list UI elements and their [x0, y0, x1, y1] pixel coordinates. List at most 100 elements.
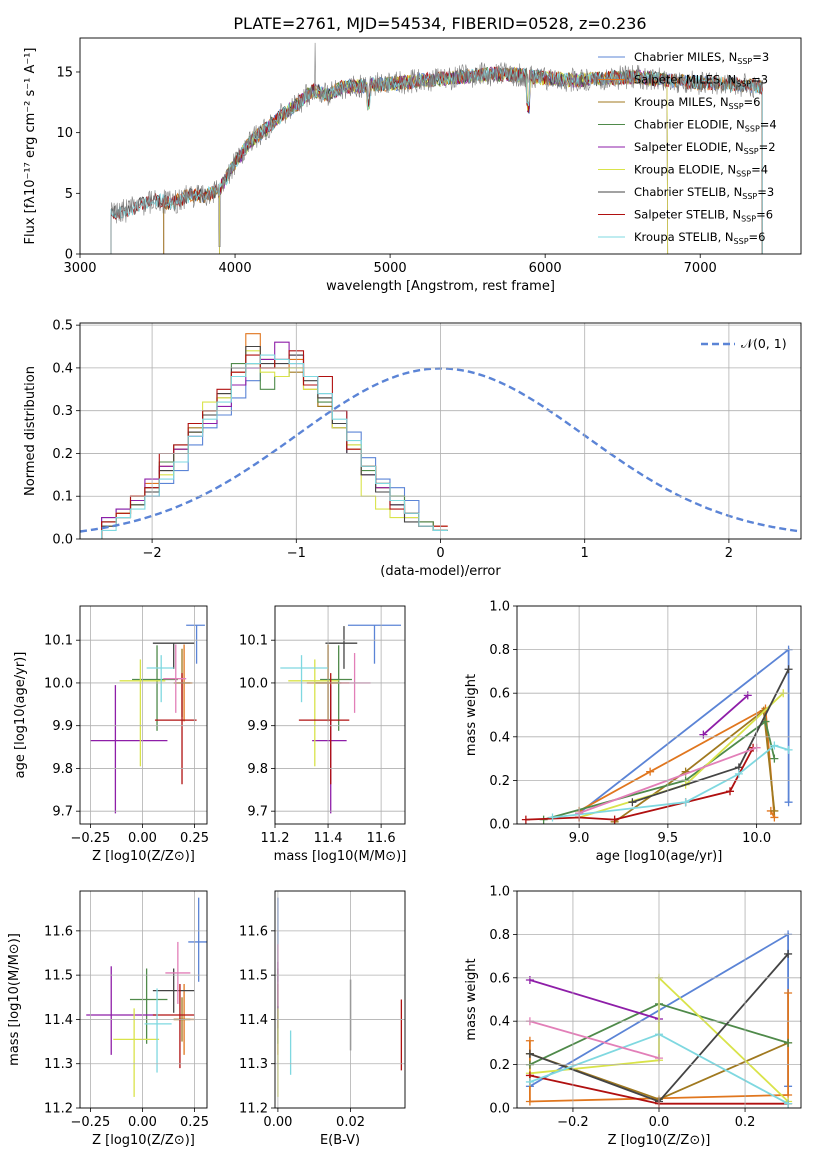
y-tick-label: 9.7	[247, 805, 268, 820]
axes-frame	[274, 605, 406, 825]
y-tick-label: 10	[56, 126, 73, 141]
mass-weight-line	[702, 694, 749, 736]
mass-weight-marker	[770, 754, 779, 763]
y-tick-label: 0.4	[489, 730, 510, 745]
x-axis-label: wavelength [Angstrom, rest frame]	[326, 279, 555, 294]
y-tick-label: 1.0	[489, 885, 510, 900]
mass-weight-marker	[784, 798, 793, 807]
panel-spectrum: 3000 4000 5000 6000 7000 0 5 10 15 wavelength [An…	[23, 37, 802, 294]
x-tick-label: 0.25	[180, 831, 209, 846]
x-tick-label: 9.0	[569, 831, 590, 846]
mass-weight-marker	[784, 745, 793, 754]
y-tick-label: 0.2	[489, 774, 510, 789]
legend-label: Kroupa MILES, NSSP=6	[634, 95, 760, 111]
legend-label: Kroupa ELODIE, NSSP=4	[634, 163, 768, 179]
y-axis-label: age [log10(age/yr)]	[13, 652, 28, 779]
y-tick-label: 9.9	[52, 719, 73, 734]
x-tick-label: 11.4	[314, 831, 343, 846]
mass-weight-line	[529, 1020, 660, 1059]
y-axis-label: mass [log10(M/M⊙)]	[7, 933, 22, 1066]
plot-area	[90, 624, 205, 814]
y-tick-label: 9.7	[52, 805, 73, 820]
mass-weight-marker	[784, 1099, 793, 1108]
mass-weight-marker	[770, 806, 779, 815]
x-tick-label: 0	[436, 546, 444, 561]
y-tick-label: 0.4	[489, 1015, 510, 1030]
x-tick-label: 0.2	[735, 1115, 756, 1130]
y-tick-label: 9.8	[247, 762, 268, 777]
y-tick-label: 11.5	[239, 969, 268, 984]
y-tick-label: 0.8	[489, 928, 510, 943]
x-tick-label: 9.5	[658, 831, 679, 846]
y-tick-label: 9.9	[247, 719, 268, 734]
legend-label: Chabrier MILES, NSSP=3	[634, 50, 769, 66]
y-tick-label: 15	[56, 65, 73, 80]
x-axis-label: E(B-V)	[320, 1133, 360, 1148]
y-tick-label: 11.6	[44, 924, 73, 939]
axes-frame	[79, 890, 208, 1109]
y-tick-label: 9.8	[52, 762, 73, 777]
panel-mass-weight-vs-metallicity: −0.2 0.0 0.2 0.0 0.2 0.4 0.6 0.8 1.0 Z [log10(Z/Z…	[464, 885, 802, 1148]
x-axis-label: age [log10(age/yr)]	[596, 849, 723, 864]
mass-weight-marker	[525, 1097, 534, 1106]
mass-weight-marker	[784, 1038, 793, 1047]
axes-frame	[516, 890, 802, 1109]
legend-label: Salpeter ELODIE, NSSP=2	[634, 140, 776, 156]
x-tick-label: −1	[287, 546, 306, 561]
panel-mass-vs-extinction: 0.00 0.02 11.2 11.3 11.4 11.5 11.6 E(B-V)	[239, 890, 406, 1148]
y-tick-label: 1.0	[489, 600, 510, 615]
y-tick-label: 10.1	[239, 634, 268, 649]
y-tick-label: 0.6	[489, 971, 510, 986]
mass-weight-marker	[548, 813, 557, 822]
y-tick-label: 5	[65, 187, 73, 202]
mass-weight-marker	[525, 1036, 534, 1045]
legend-label: Kroupa STELIB, NSSP=6	[634, 230, 765, 246]
panel-residual-histogram: −2 −1 0 1 2 0.0 0.1 0.2 0.3 0.4 0.5 (data-model)/er…	[23, 319, 802, 579]
x-tick-label: 7000	[684, 261, 717, 276]
x-tick-label: 0.25	[180, 1115, 209, 1130]
panel-mass-weight-vs-age: 9.0 9.5 10.0 0.0 0.2 0.4 0.6 0.8 1.0 age [log10(a…	[464, 600, 802, 864]
legend-label: Salpeter MILES, NSSP=3	[634, 73, 768, 89]
x-tick-label: 11.2	[261, 831, 290, 846]
y-tick-label: 0.2	[52, 447, 73, 462]
panel-age-vs-metallicity: −0.25 0.00 0.25 9.7 9.8 9.9 10.0 10.1 Z [log10(Z…	[13, 605, 209, 864]
x-tick-label: −0.25	[70, 1115, 110, 1130]
figure-title: PLATE=2761, MJD=54534, FIBERID=0528, z=0…	[233, 14, 646, 33]
x-tick-label: 0.00	[128, 1115, 157, 1130]
axes-frame	[79, 37, 802, 255]
y-tick-label: 0.8	[489, 643, 510, 658]
mass-weight-marker	[681, 798, 690, 807]
y-tick-label: 10.1	[44, 634, 73, 649]
x-tick-label: 0.00	[263, 1115, 292, 1130]
x-tick-label: −0.25	[70, 831, 110, 846]
x-tick-label: 4000	[219, 261, 252, 276]
x-tick-label: 0.02	[336, 1115, 365, 1130]
axes-frame	[79, 322, 802, 540]
legend-label: Chabrier ELODIE, NSSP=4	[634, 118, 777, 134]
mass-weight-marker	[521, 815, 530, 824]
x-tick-label: 10.0	[742, 831, 771, 846]
mass-weight-marker	[734, 769, 743, 778]
y-tick-label: 11.3	[239, 1057, 268, 1072]
y-tick-label: 0.5	[52, 319, 73, 334]
mass-weight-marker	[525, 1049, 534, 1058]
y-tick-label: 0.2	[489, 1058, 510, 1073]
panel-age-vs-mass: 11.2 11.4 11.6 9.7 9.8 9.9 10.0 10.1 mass [log10…	[239, 605, 407, 864]
x-axis-label: Z [log10(Z/Z⊙)]	[92, 1133, 195, 1148]
y-tick-label: 10.0	[239, 676, 268, 691]
mass-weight-marker	[784, 665, 793, 674]
x-tick-label: 5000	[374, 261, 407, 276]
y-tick-label: 0.6	[489, 687, 510, 702]
legend-label: Salpeter STELIB, NSSP=6	[634, 208, 773, 224]
axes-frame	[516, 605, 802, 825]
x-tick-label: −0.2	[557, 1115, 589, 1130]
x-axis-label: mass [log10(M/M⊙)]	[274, 849, 407, 864]
mass-weight-marker	[770, 741, 779, 750]
x-tick-label: −2	[143, 546, 162, 561]
observed-spectrum-line	[110, 42, 763, 254]
histogram-step-line	[80, 354, 448, 539]
y-tick-label: 0.4	[52, 361, 73, 376]
mass-weight-marker	[646, 767, 655, 776]
y-tick-label: 11.4	[239, 1013, 268, 1028]
